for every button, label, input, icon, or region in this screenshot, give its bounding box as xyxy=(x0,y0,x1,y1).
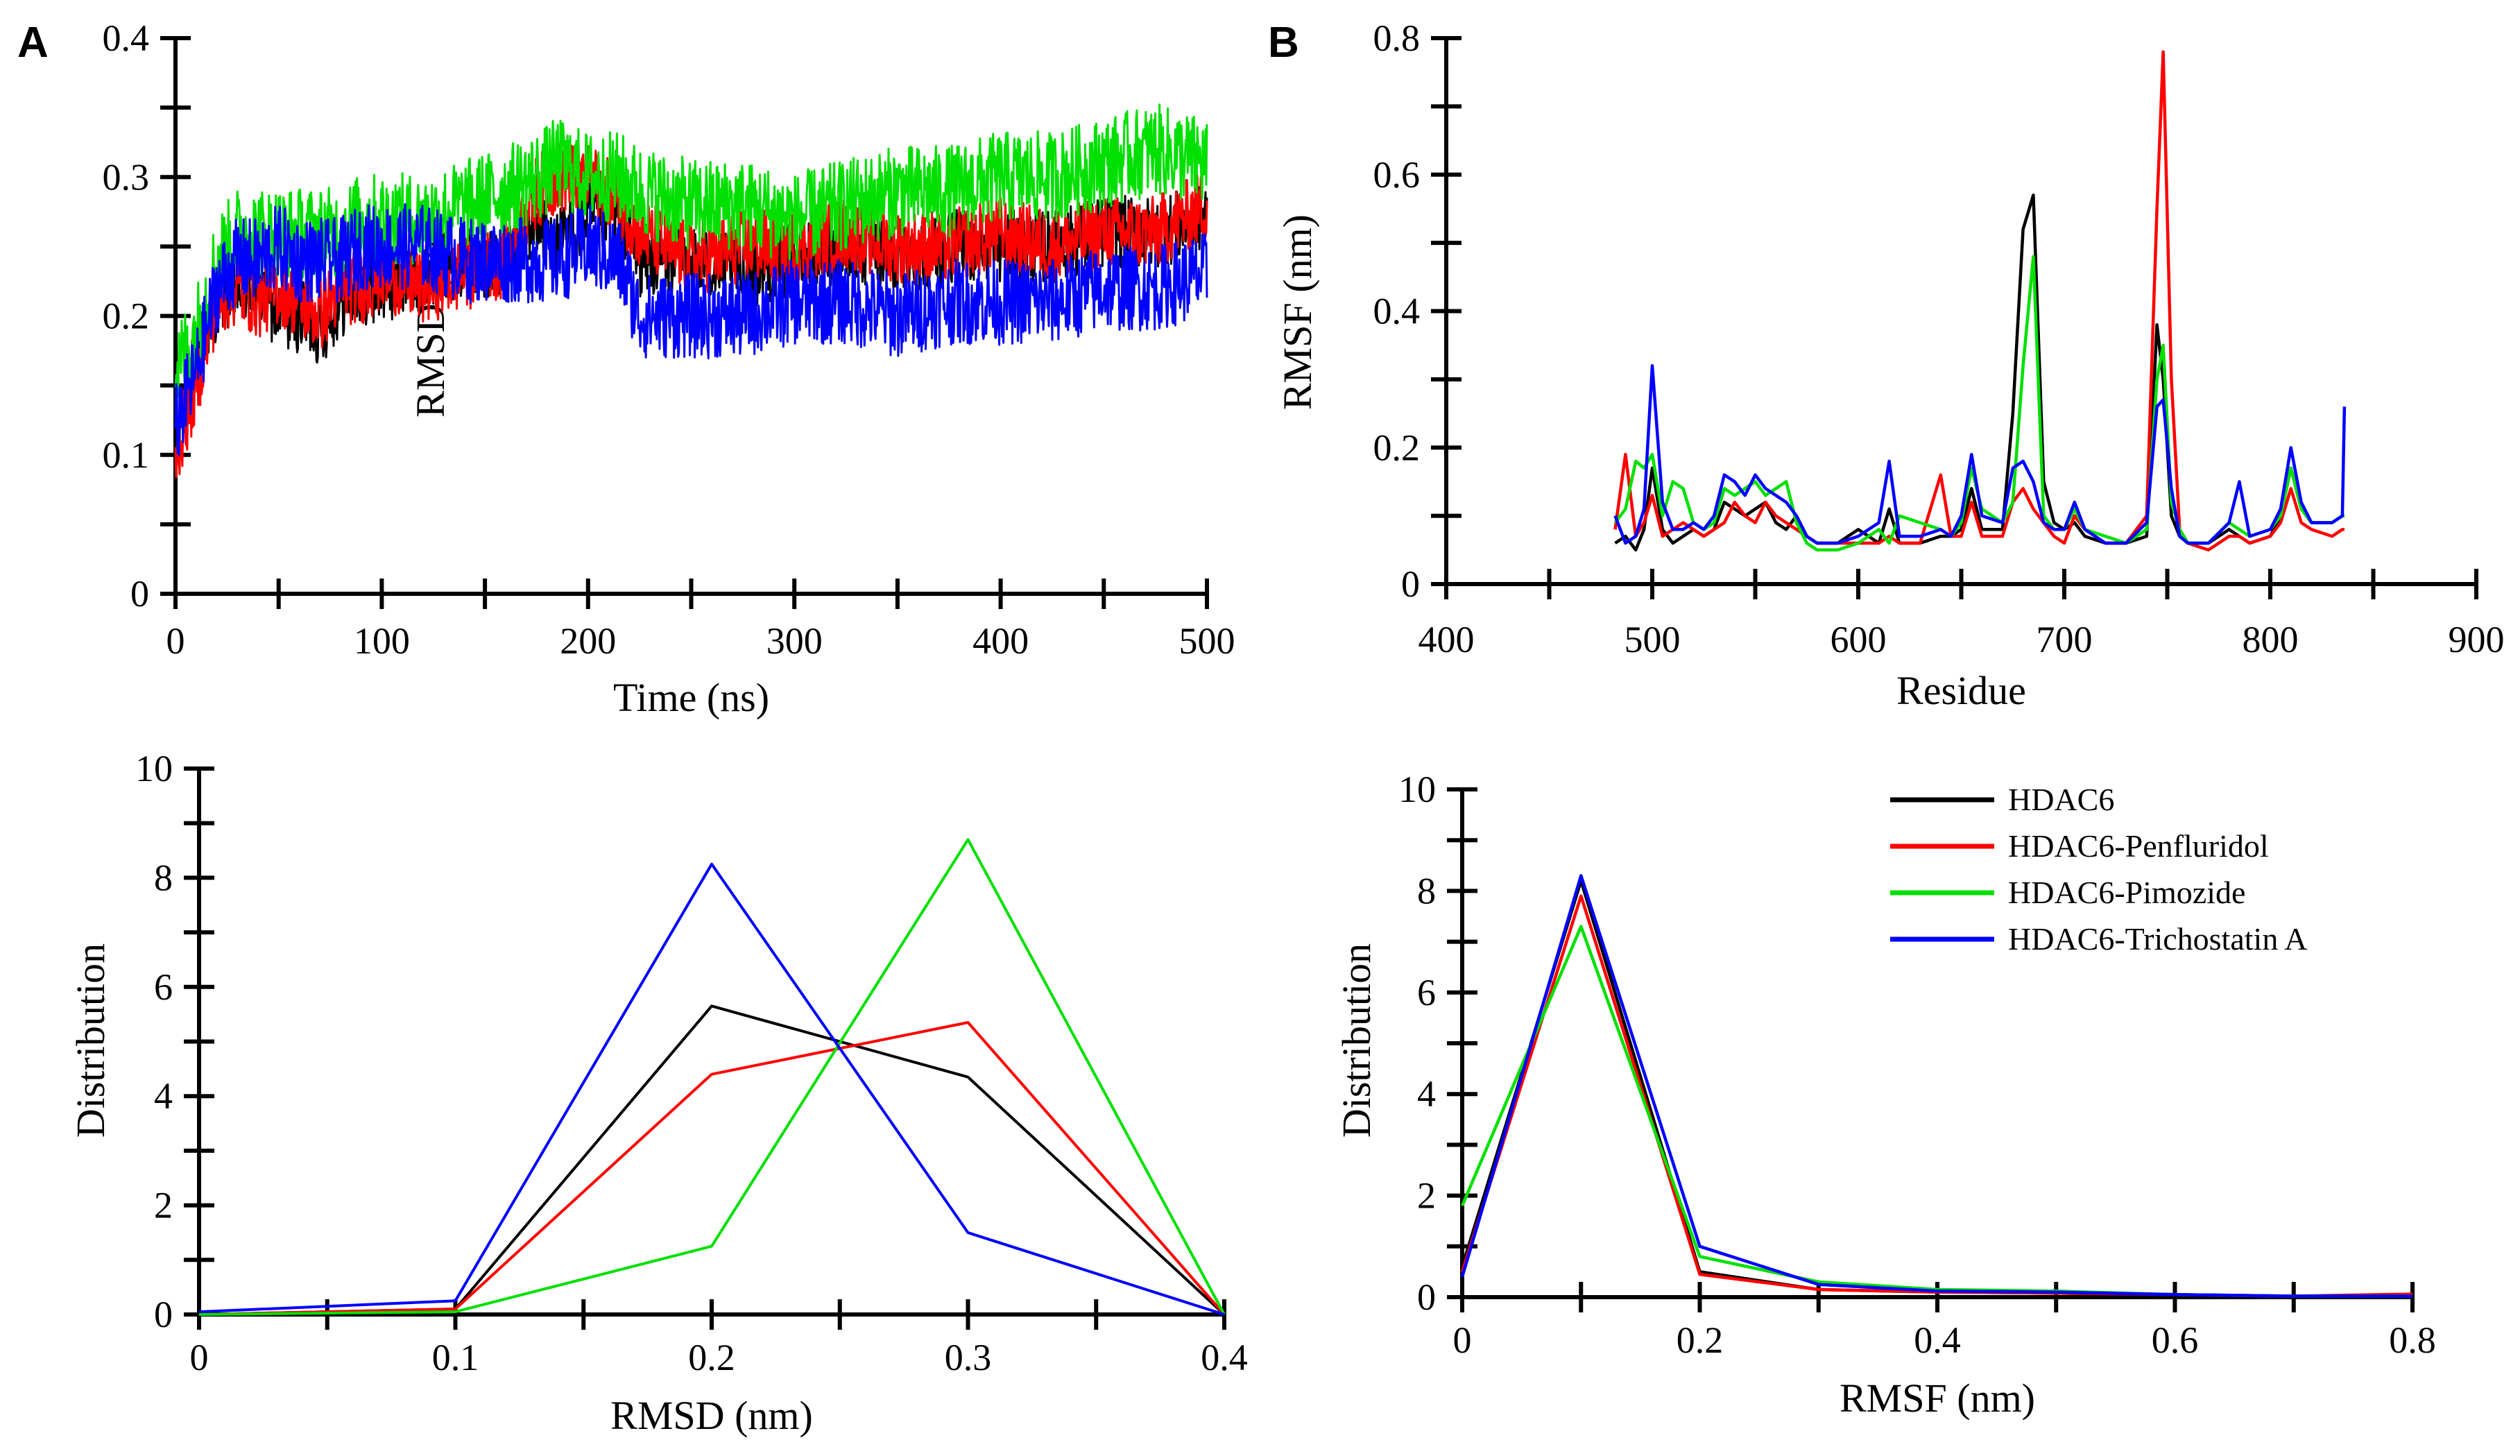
x-axis-title: RMSD (nm) xyxy=(610,1393,813,1438)
series-hdac6-trichostatin-a xyxy=(198,862,1225,1316)
y-tick-label: 0.4 xyxy=(1373,291,1421,332)
x-tick-label: 0.6 xyxy=(2152,1319,2199,1361)
rmsf-residue-chart: 400 500 600 700 800 900 0 0.2 0.4 0.6 0.8 Residue RM… xyxy=(1275,17,2505,713)
x-tick-label: 0.4 xyxy=(1914,1319,1961,1361)
legend-label: HDAC6-Trichostatin A xyxy=(2008,921,2308,957)
y-tick-label: 0.6 xyxy=(1373,154,1421,196)
y-tick-label: 0.3 xyxy=(103,156,150,198)
legend-item: HDAC6-Penfluridol xyxy=(1890,828,2269,864)
y-axis-title: Distribution xyxy=(68,943,113,1138)
x-tick-label: 0.2 xyxy=(1677,1319,1724,1361)
y-tick-label: 2 xyxy=(1417,1175,1436,1217)
x-tick-label: 900 xyxy=(2449,619,2505,660)
series-hdac6-penfluridol xyxy=(198,1021,1226,1316)
x-tick-label: 0.2 xyxy=(688,1337,735,1378)
legend: HDAC6 HDAC6-Penfluridol HDAC6-Pimozide H… xyxy=(1890,782,2308,957)
y-tick-label: 0.1 xyxy=(103,434,150,476)
x-tick-label: 0.4 xyxy=(1201,1337,1248,1378)
x-tick-label: 0 xyxy=(1453,1319,1472,1361)
legend-label: HDAC6-Pimozide xyxy=(2008,875,2245,910)
x-tick-label: 800 xyxy=(2243,619,2299,660)
y-tick-label: 10 xyxy=(1398,769,1436,810)
y-tick-label: 0 xyxy=(1417,1276,1436,1318)
y-tick-label: 0 xyxy=(1401,563,1420,605)
x-tick-label: 0 xyxy=(190,1337,209,1378)
x-axis-title: Time (ns) xyxy=(613,675,769,720)
x-tick-label: 0.1 xyxy=(432,1337,479,1378)
legend-item: HDAC6-Trichostatin A xyxy=(1890,921,2308,957)
y-tick-label: 0 xyxy=(154,1294,173,1335)
x-tick-label: 500 xyxy=(1179,620,1235,662)
x-axis-title: Residue xyxy=(1896,668,2026,713)
y-tick-label: 8 xyxy=(1417,870,1436,911)
legend-label: HDAC6 xyxy=(2008,782,2114,817)
x-tick-label: 200 xyxy=(560,620,616,662)
y-tick-label: 2 xyxy=(154,1185,173,1226)
panel-letter-b: B xyxy=(1268,19,1299,67)
x-tick-label: 700 xyxy=(2037,619,2093,660)
x-tick-label: 0.3 xyxy=(945,1337,992,1378)
x-tick-label: 400 xyxy=(972,620,1029,662)
y-axis-title: Distribution xyxy=(1334,943,1379,1138)
series-hdac6 xyxy=(198,1004,1226,1316)
series-hdac6-pimozide xyxy=(1460,925,2412,1298)
series-hdac6-pimozide xyxy=(198,838,1226,1316)
x-tick-label: 300 xyxy=(766,620,823,662)
x-tick-label: 400 xyxy=(1418,619,1475,660)
y-tick-label: 8 xyxy=(154,857,173,898)
rmsd-distribution-chart: 0 0.1 0.2 0.3 0.4 0 2 4 6 8 10 RMSD (nm) Distributio… xyxy=(68,748,1248,1438)
y-tick-label: 4 xyxy=(1417,1073,1436,1115)
y-axis-title: RMSF (nm) xyxy=(1275,214,1320,410)
x-tick-label: 600 xyxy=(1831,619,1887,660)
rmsf-distribution-chart: 0 0.2 0.4 0.6 0.8 0 2 4 6 8 10 RMSF (nm) Distributio… xyxy=(1334,769,2436,1421)
y-tick-label: 0.2 xyxy=(103,296,150,337)
series-hdac6-trichostatin-a xyxy=(1613,363,2347,545)
y-tick-label: 0.8 xyxy=(1373,17,1421,59)
x-tick-label: 0.8 xyxy=(2389,1319,2436,1361)
legend-item: HDAC6 xyxy=(1890,782,2114,817)
x-tick-label: 100 xyxy=(354,620,410,662)
y-tick-label: 0 xyxy=(130,573,149,615)
series-hdac6-penfluridol xyxy=(1613,50,2345,552)
y-tick-label: 4 xyxy=(154,1075,173,1117)
panel-letter-a: A xyxy=(17,19,49,67)
y-tick-label: 0.2 xyxy=(1373,427,1421,468)
series-hdac6-trichostatin-a xyxy=(174,203,1208,456)
y-tick-label: 6 xyxy=(1417,972,1436,1013)
y-tick-label: 10 xyxy=(135,748,173,789)
legend-label: HDAC6-Penfluridol xyxy=(2008,828,2269,864)
x-tick-label: 0 xyxy=(166,620,185,662)
series-hdac6-trichostatin-a xyxy=(1460,874,2412,1298)
x-tick-label: 500 xyxy=(1625,619,1681,660)
legend-item: HDAC6-Pimozide xyxy=(1890,875,2245,910)
y-tick-label: 6 xyxy=(154,966,173,1008)
y-tick-label: 0.4 xyxy=(103,17,150,59)
x-axis-title: RMSF (nm) xyxy=(1840,1376,2035,1421)
